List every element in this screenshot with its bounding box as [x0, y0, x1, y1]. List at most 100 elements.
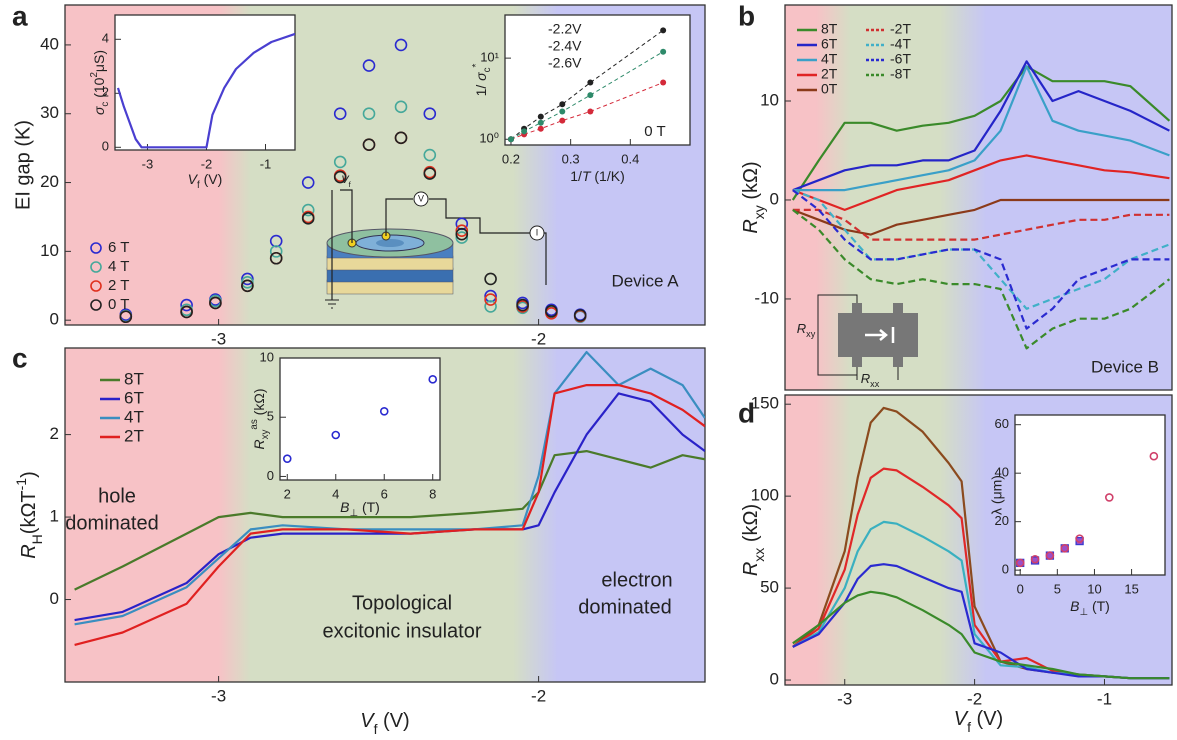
- marker: [180, 298, 193, 312]
- hall-lead: [893, 303, 903, 367]
- marker: [180, 305, 193, 319]
- hall-lead: [852, 303, 862, 367]
- marker: [455, 231, 469, 244]
- marker: [537, 119, 544, 126]
- marker: [559, 101, 566, 108]
- hall-wires: [817, 294, 899, 380]
- meter: [413, 191, 429, 207]
- x-tick-label: -1: [1097, 689, 1112, 708]
- text-part: B: [340, 499, 349, 515]
- marker: [507, 136, 514, 143]
- marker: [537, 113, 544, 120]
- legend-marker: [90, 242, 102, 254]
- marker: [1149, 451, 1159, 461]
- y-tick-label: 0: [50, 589, 59, 608]
- text-part: T: [582, 168, 592, 184]
- x-tick-label: -3: [142, 156, 154, 171]
- text-part: H: [29, 534, 45, 544]
- legend-label: -2.6V: [548, 55, 582, 71]
- series-group: [74, 351, 705, 646]
- marker: [301, 176, 315, 189]
- y-tick-label: 4: [102, 31, 109, 46]
- series-line: [74, 450, 705, 591]
- marker: [1030, 554, 1040, 564]
- y-axis-label: 1/ σc*: [471, 63, 493, 96]
- x-tick-label: -2: [201, 156, 213, 171]
- marker: [1060, 544, 1070, 553]
- marker: [455, 224, 469, 238]
- legend-label: 0 T: [108, 296, 129, 313]
- inset-background: [1015, 415, 1165, 575]
- legend-label: -8T: [890, 66, 911, 82]
- text-part: xx: [870, 379, 880, 389]
- marker: [587, 79, 594, 86]
- x-tick-label: 0.3: [562, 151, 580, 166]
- series-group: [507, 27, 667, 143]
- x-tick-label: 15: [1124, 581, 1138, 596]
- y-tick-label: 20: [40, 172, 59, 191]
- y-tick-label: 0: [1002, 562, 1009, 577]
- text-part: 1/: [570, 168, 582, 184]
- meter: [529, 225, 545, 241]
- series-line: [792, 563, 1170, 680]
- panel-letter: c: [12, 342, 28, 373]
- marker: [1075, 534, 1084, 543]
- marker: [333, 155, 347, 169]
- y-axis-label: σc (102μS): [89, 50, 111, 115]
- marker: [484, 293, 497, 306]
- annotation: Rxx: [861, 371, 880, 389]
- marker: [484, 272, 497, 286]
- legend-label: -2T: [890, 21, 911, 37]
- text-part: (V): [378, 710, 410, 732]
- marker: [537, 125, 544, 132]
- annotation: Device A: [611, 271, 679, 290]
- series-group: [791, 60, 1171, 350]
- marker: [362, 59, 376, 72]
- x-tick-label: -1: [260, 156, 272, 171]
- text-part: B: [1070, 598, 1079, 614]
- text-part: (V): [971, 708, 1003, 730]
- y-tick-label: 0: [770, 189, 779, 208]
- marker: [559, 108, 566, 115]
- y-tick-label: 0: [102, 139, 109, 154]
- y-axis-label: Rxx (kΩ): [740, 504, 766, 576]
- legend-label: 8T: [821, 21, 838, 37]
- frame: [784, 394, 1173, 686]
- legend-label: 0T: [821, 81, 838, 97]
- annotation: excitonic insulator: [323, 620, 482, 642]
- inset-background: [280, 358, 440, 480]
- inset-background: [115, 15, 295, 150]
- y-tick-label: 0: [770, 670, 779, 689]
- marker: [587, 108, 594, 115]
- text-part: (V): [200, 171, 223, 187]
- series-group: [1015, 451, 1159, 568]
- text-part: (1/K): [591, 168, 625, 184]
- frame: [64, 347, 706, 683]
- marker: [333, 107, 347, 121]
- text-part: ): [18, 471, 40, 478]
- legend-label: 2 T: [108, 277, 129, 294]
- text-part: f: [349, 180, 352, 189]
- legend-label: 4T: [124, 407, 144, 426]
- annotation: Device B: [1091, 357, 1159, 376]
- legend-label: 2T: [821, 66, 838, 82]
- y-tick-label: 2: [102, 85, 109, 100]
- text-part: (T): [358, 499, 380, 515]
- text-part: 2: [89, 72, 100, 77]
- inset-background: [505, 15, 690, 145]
- series-line: [792, 209, 1171, 350]
- text-part: f: [197, 180, 200, 191]
- text-part: V: [360, 710, 375, 732]
- series-group: [116, 32, 295, 149]
- ground: [325, 299, 339, 309]
- series-line: [792, 154, 1170, 211]
- y-tick-label: 40: [40, 34, 59, 53]
- marker: [301, 203, 315, 217]
- marker: [1015, 558, 1025, 568]
- y-axis-label: λ (μm): [989, 475, 1005, 515]
- frame: [64, 4, 706, 326]
